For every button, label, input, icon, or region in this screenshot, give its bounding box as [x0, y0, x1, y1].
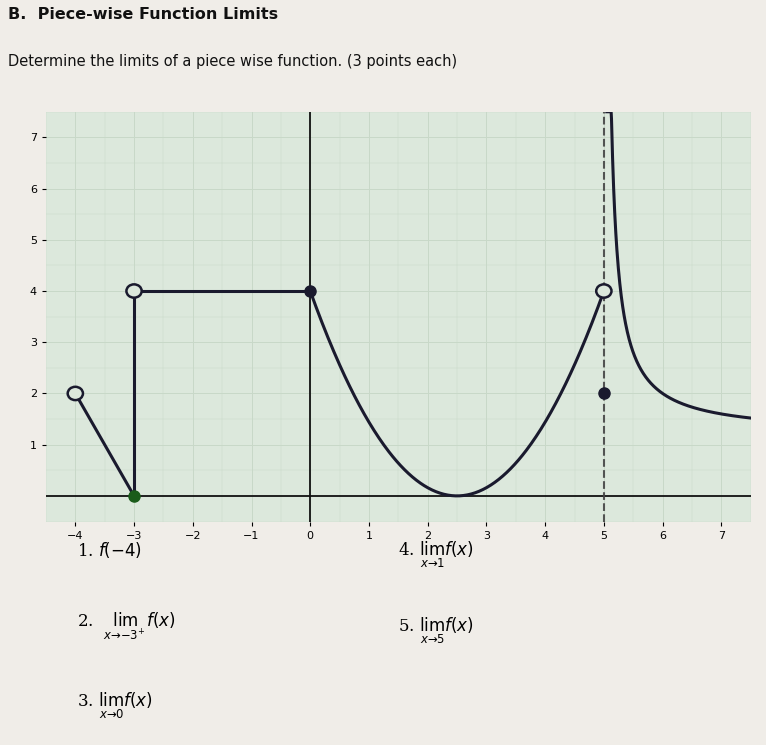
Circle shape	[126, 285, 142, 298]
Circle shape	[67, 387, 83, 400]
Text: 3. $\lim_{x \to 0} f(x)$: 3. $\lim_{x \to 0} f(x)$	[77, 691, 152, 721]
Text: B.  Piece-wise Function Limits: B. Piece-wise Function Limits	[8, 7, 278, 22]
Text: 2.  $\lim_{x \to -3^+} f(x)$: 2. $\lim_{x \to -3^+} f(x)$	[77, 611, 175, 642]
Circle shape	[596, 285, 611, 298]
Text: 5. $\lim_{x \to 5} f(x)$: 5. $\lim_{x \to 5} f(x)$	[398, 615, 474, 646]
Text: Determine the limits of a piece wise function. (3 points each): Determine the limits of a piece wise fun…	[8, 54, 457, 69]
Text: 4. $\lim_{x \to 1} f(x)$: 4. $\lim_{x \to 1} f(x)$	[398, 539, 474, 570]
Text: 1. $f(-4)$: 1. $f(-4)$	[77, 539, 142, 559]
